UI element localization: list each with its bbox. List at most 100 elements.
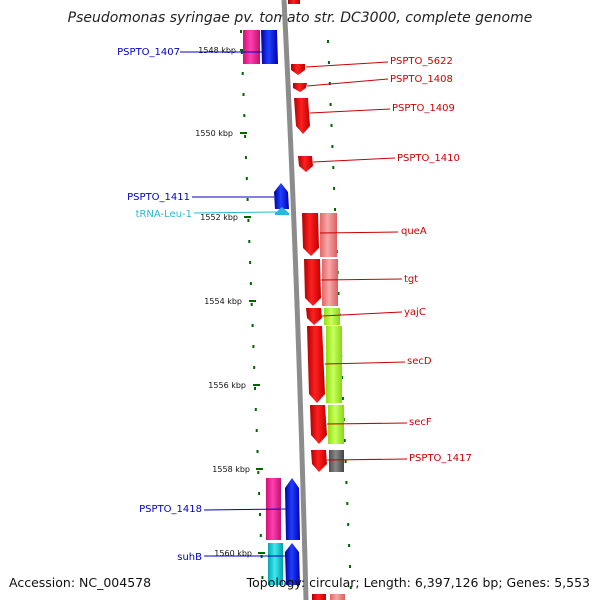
gene-top-partial [288,0,300,4]
gene-label-PSPTO_1410[interactable]: PSPTO_1410 [397,153,460,164]
tick-dot [334,208,336,211]
gene-queA [302,213,319,256]
topology-stats: Topology: circular; Length: 6,397,126 bp… [246,575,590,590]
tick-dot [244,156,247,159]
tick-dot [261,576,264,579]
cog-bottom-partial [330,594,345,600]
gene-bottom-partial [312,594,326,600]
gene-label-suhB[interactable]: suhB [177,552,202,563]
gene-PSPTO_1418 [285,478,300,540]
gene-label-secF[interactable]: secF [409,417,432,428]
gene-label-PSPTO_1411[interactable]: PSPTO_1411 [127,192,190,203]
tick-dot [327,61,330,64]
gene-tgt [304,259,321,306]
tick-dot [248,240,251,243]
ruler: 1548 kbp 1550 kbp 1552 kbp 1554 kbp 1556… [195,46,265,558]
ruler-tick-label: 1554 kbp [204,297,242,306]
tick-dot [327,40,329,43]
tick-dot [349,586,352,589]
gene-secF [310,405,327,444]
tick-dot [242,93,245,96]
gene-PSPTO_1411 [274,183,289,209]
gene-PSPTO_1409 [294,98,310,134]
forward-strand-genes [288,0,327,600]
tick-dot [244,135,247,138]
gene-PSPTO_5622 [291,64,305,75]
tick-dot [341,397,344,400]
gene-PSPTO_1410 [298,156,313,172]
tick-dot [330,124,333,127]
tick-dot [252,345,255,348]
gene-PSPTO_1417 [311,450,327,472]
tick-dot [344,460,347,463]
tick-dot [332,166,335,169]
gene-label-PSPTO_1417[interactable]: PSPTO_1417 [409,453,472,464]
reverse-strand-genes [261,30,300,585]
tick-dot [241,72,244,75]
gene-label-PSPTO_1408[interactable]: PSPTO_1408 [390,74,453,85]
tick-dot [257,471,260,474]
cog-track [243,30,345,600]
tick-dot [333,187,336,190]
gene-label-tRNA-Leu-1[interactable]: tRNA-Leu-1 [136,209,192,220]
left-tick-column [240,30,264,579]
gene-labels: PSPTO_1407 PSPTO_1411 tRNA-Leu-1 PSPTO_1… [117,47,472,563]
gene-label-PSPTO_5622[interactable]: PSPTO_5622 [390,56,453,67]
gene-label-PSPTO_1418[interactable]: PSPTO_1418 [139,504,202,515]
tick-dot [348,544,351,547]
tick-dot [251,324,254,327]
tick-dot [249,282,252,285]
tick-dot [346,502,349,505]
ruler-tick-label: 1556 kbp [208,381,246,390]
label-leaders [180,51,408,557]
tick-dot [255,429,258,432]
tick-dot [349,565,351,568]
tick-dot [337,292,340,295]
cog-yajC [324,308,340,325]
tick-dot [331,145,334,148]
tick-dot [341,376,344,379]
tick-dot [254,387,256,390]
tick-dot [254,408,257,411]
ruler-tick-label: 1550 kbp [195,129,233,138]
gene-label-PSPTO_1407[interactable]: PSPTO_1407 [117,47,180,58]
gene-suhB [285,543,300,585]
tick-dot [245,177,248,180]
tick-dot [258,492,261,495]
ruler-tick-label: 1548 kbp [198,46,236,55]
gene-label-PSPTO_1409[interactable]: PSPTO_1409 [392,103,455,114]
gene-PSPTO_1407 [261,30,278,64]
tick-dot [345,481,348,484]
cog-PSPTO_1417 [329,450,344,472]
gene-label-secD[interactable]: secD [407,356,432,367]
cog-PSPTO_1407 [243,30,260,64]
ruler-tick-label: 1552 kbp [200,213,238,222]
gene-label-yajC[interactable]: yajC [404,307,426,318]
tick-dot [259,534,262,537]
tick-dot [240,30,242,33]
cog-suhB [268,543,283,585]
tick-dot [253,366,256,369]
gene-tRNA-Leu-1 [275,207,289,215]
cog-tgt [322,259,338,306]
accession-text: Accession: NC_004578 [9,575,152,590]
tick-dot [250,303,253,306]
cog-queA [320,213,337,257]
cog-secD [326,326,342,403]
tick-dot [259,513,261,516]
tick-dot [247,219,250,222]
tick-dot [343,439,346,442]
gene-label-tgt[interactable]: tgt [404,274,418,285]
tick-dot [243,114,246,117]
gene-label-queA[interactable]: queA [401,226,427,237]
tick-dot [246,198,249,201]
map-title: Pseudomonas syringae pv. tomato str. DC3… [67,10,533,26]
ruler-tick-label: 1558 kbp [212,465,250,474]
gene-PSPTO_1408 [293,83,307,92]
tick-dot [249,261,252,264]
cog-secF [328,405,344,444]
tick-dot [347,523,350,526]
tick-dot [329,103,332,106]
tick-dot [328,82,331,85]
